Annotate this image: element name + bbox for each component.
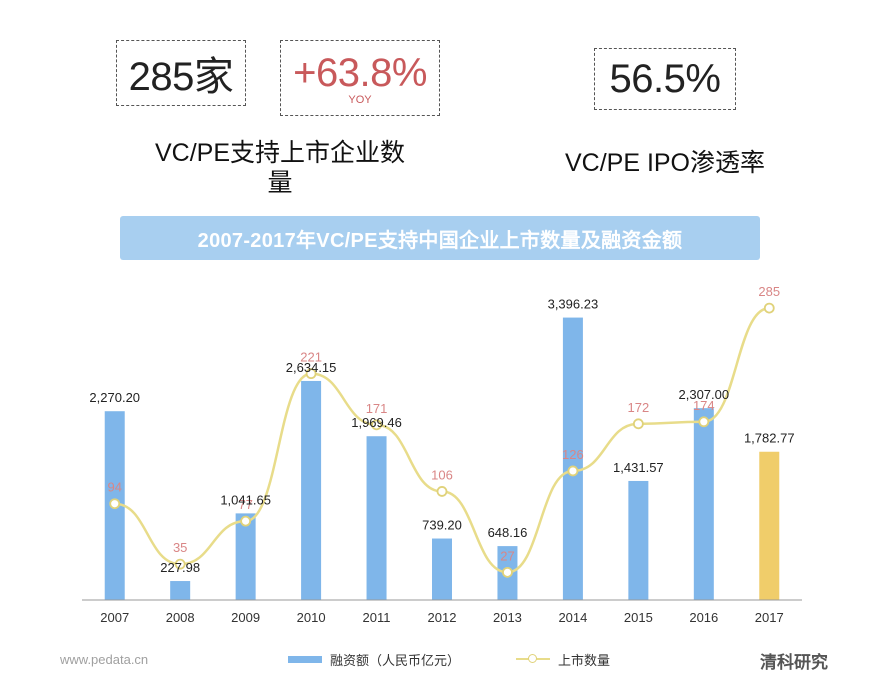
line-label-2007: 94	[107, 480, 121, 495]
line-label-2014: 126	[562, 447, 584, 462]
x-tick-label-2017: 2017	[755, 610, 784, 625]
bar-label-2014: 3,396.23	[548, 297, 599, 312]
brand-logo: 清科研究	[760, 653, 828, 672]
x-tick-label-2009: 2009	[231, 610, 260, 625]
bar-label-2015: 1,431.57	[613, 460, 664, 475]
stat-box-growth: +63.8% YOY	[280, 40, 440, 116]
line-point-2012	[436, 486, 448, 497]
bar-2016	[693, 408, 714, 600]
stat-rate-value: 56.5%	[609, 56, 721, 101]
line-label-2015: 172	[628, 400, 650, 415]
line-point-2010	[305, 368, 317, 380]
bar-label-2008: 227.98	[160, 560, 200, 575]
bar-2015	[628, 480, 649, 600]
x-tick-label-2007: 2007	[100, 610, 129, 625]
stat-growth-value: +63.8%	[293, 50, 427, 95]
bar-label-2013: 648.16	[488, 525, 528, 540]
x-tick-label-2014: 2014	[558, 610, 587, 625]
line-label-2010: 221	[300, 350, 322, 365]
series-line-count	[114, 306, 770, 574]
bar-2010	[301, 380, 322, 600]
x-tick-label-2012: 2012	[428, 610, 457, 625]
line-point-2017	[763, 302, 775, 314]
line-point-2008	[174, 558, 186, 570]
line-point-2016	[698, 416, 710, 428]
x-tick-label-2016: 2016	[689, 610, 718, 625]
stat-growth-sub: YOY	[348, 93, 372, 106]
legend-bar-swatch	[288, 655, 322, 663]
bar-2014	[562, 317, 583, 600]
line-label-2013: 27	[500, 548, 514, 563]
bar-2017	[759, 451, 780, 600]
bar-label-2012: 739.20	[422, 518, 462, 533]
stat-count-label: VC/PE支持上市企业数量	[154, 139, 406, 197]
bar-label-2017: 1,782.77	[744, 431, 795, 446]
stat-rate-label: VC/PE IPO渗透率	[564, 149, 766, 177]
legend-item-funding: 融资额（人民币亿元）	[288, 650, 460, 668]
bar-label-2007: 2,270.20	[89, 390, 140, 405]
legend-line-swatch	[516, 654, 550, 664]
legend-count-label: 上市数量	[558, 652, 611, 668]
stat-box-rate: 56.5%	[594, 48, 736, 110]
bar-label-2010: 2,634.15	[286, 360, 337, 375]
line-label-2016: 174	[693, 398, 715, 413]
source-text: www.pedata.cn	[60, 652, 149, 667]
stat-box-count: 285家	[116, 40, 246, 106]
line-label-2008: 35	[173, 540, 187, 555]
chart-title-banner: 2007-2017年VC/PE支持中国企业上市数量及融资金额	[120, 216, 760, 260]
x-tick-label-2011: 2011	[363, 610, 391, 625]
x-tick-label-2010: 2010	[297, 610, 326, 625]
x-tick-label-2008: 2008	[166, 610, 195, 625]
line-label-2009: 77	[238, 497, 252, 512]
line-point-2007	[109, 498, 121, 510]
bar-2008	[170, 581, 191, 600]
line-label-2017: 285	[758, 284, 780, 299]
x-tick-label-2015: 2015	[624, 610, 653, 625]
bar-2012	[432, 538, 452, 600]
bar-label-2016: 2,307.00	[679, 387, 730, 402]
line-point-2011	[371, 419, 382, 431]
line-label-2011: 171	[366, 401, 388, 416]
line-point-2014	[567, 465, 579, 477]
bar-label-2011: 1,969.46	[351, 415, 402, 430]
line-point-2013	[502, 566, 513, 578]
chart-title: 2007-2017年VC/PE支持中国企业上市数量及融资金额	[197, 229, 683, 252]
bar-2009	[235, 513, 256, 600]
stat-count-value: 285家	[128, 55, 234, 99]
line-label-2012: 106	[431, 467, 453, 482]
line-point-2015	[632, 418, 644, 430]
bar-2011	[366, 436, 387, 600]
legend-item-count: 上市数量	[516, 650, 610, 668]
bar-label-2009: 1,041.65	[220, 492, 271, 507]
legend-funding-label: 融资额（人民币亿元）	[330, 652, 461, 668]
x-tick-label-2013: 2013	[493, 610, 522, 625]
line-point-2009	[240, 515, 252, 527]
